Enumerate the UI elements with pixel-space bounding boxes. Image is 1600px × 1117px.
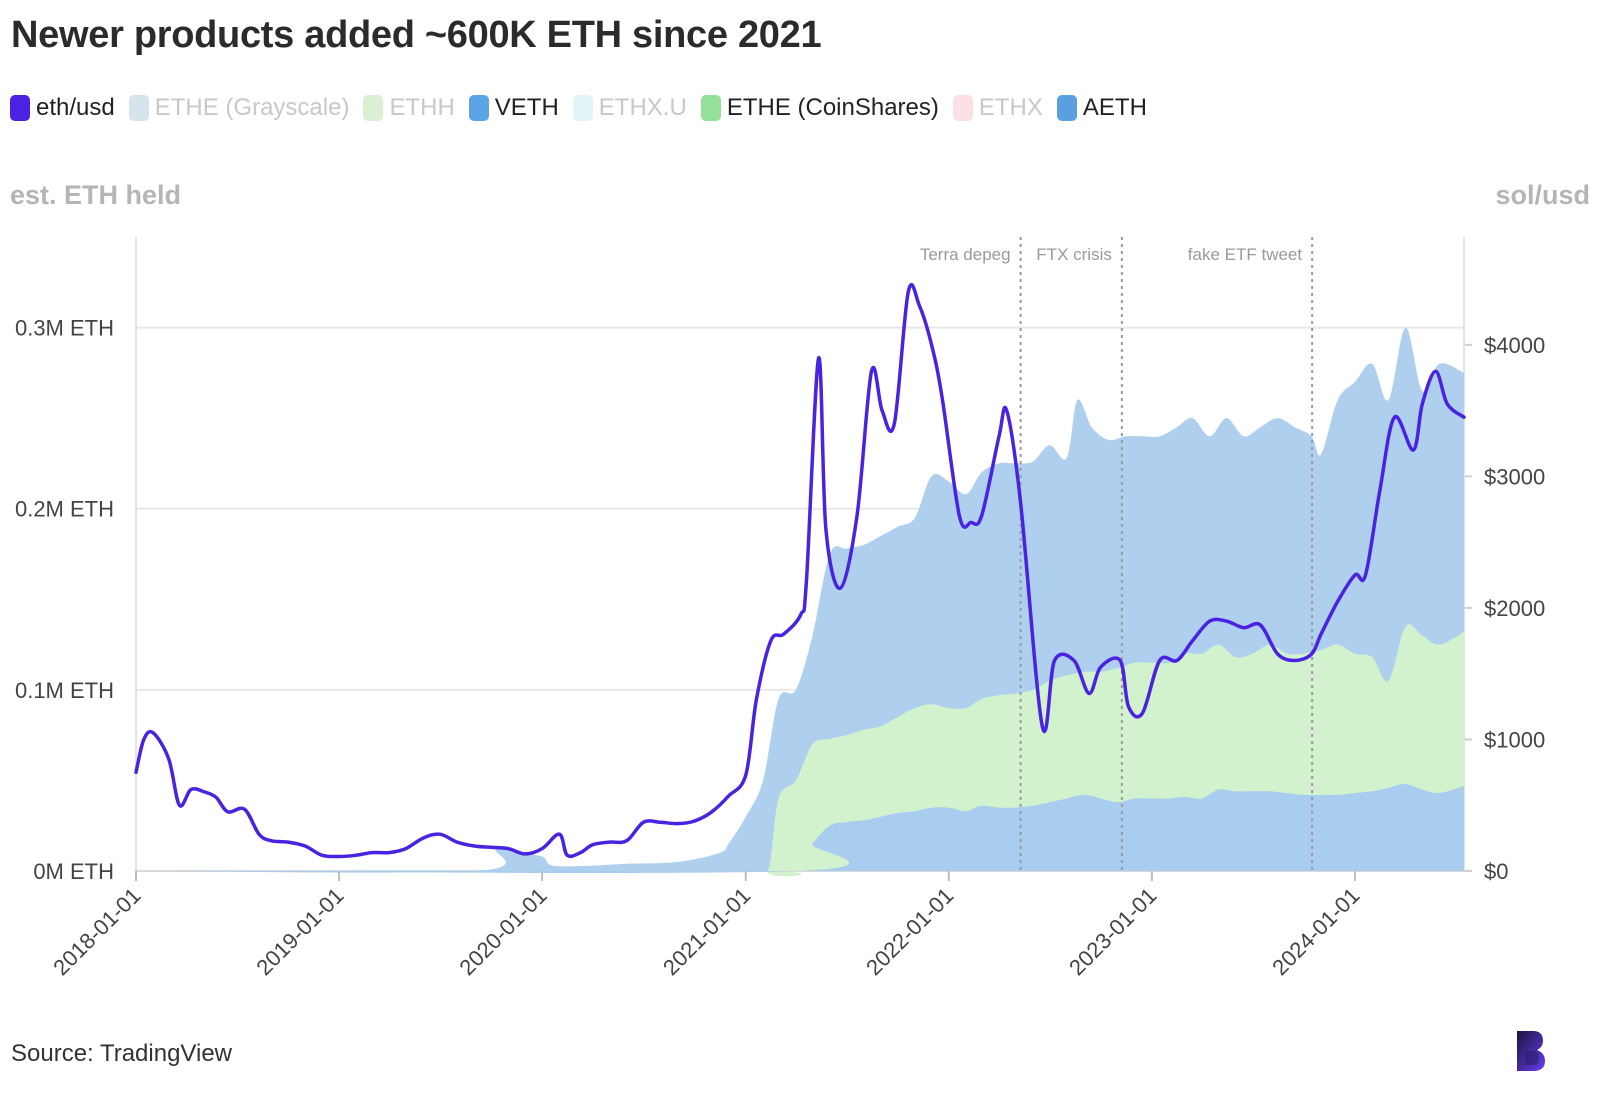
legend-item-aeth[interactable]: AETH [1056, 94, 1147, 122]
x-tick-label: 2021-01-01 [658, 883, 755, 980]
legend-label: ETHH [389, 94, 455, 121]
annotation-label: FTX crisis [1036, 245, 1112, 264]
x-tick-label: 2018-01-01 [48, 883, 145, 980]
y-tick-label-right: $3000 [1484, 464, 1545, 489]
source-note: Source: TradingView [11, 1040, 233, 1067]
y-tick-label-left: 0.2M ETH [15, 497, 114, 522]
y-tick-label-left: 0.1M ETH [15, 678, 114, 703]
y-tick-label-left: 0M ETH [33, 859, 114, 884]
brand-logo-icon [1517, 1031, 1545, 1071]
legend-label: AETH [1082, 94, 1147, 121]
legend-swatch [128, 95, 149, 121]
x-tick-label: 2023-01-01 [1064, 883, 1161, 980]
right-axis-title: sol/usd [1495, 180, 1590, 210]
left-axis-title: est. ETH held [10, 180, 182, 210]
legend-item-veth[interactable]: VETH [468, 94, 559, 122]
annotation-label: Terra depeg [920, 245, 1011, 264]
legend-swatch [10, 95, 30, 121]
legend-item-eth-usd[interactable]: eth/usd [10, 94, 115, 122]
legend-item-ethe-coinshares[interactable]: ETHE (CoinShares) [700, 94, 939, 122]
area-veth [136, 784, 1464, 873]
y-tick-label-left: 0.3M ETH [15, 316, 114, 341]
legend-label: ETHE (CoinShares) [726, 94, 939, 121]
legend-item-ethx[interactable]: ETHX [952, 94, 1043, 122]
legend-label: eth/usd [36, 94, 115, 121]
x-tick-label: 2019-01-01 [251, 883, 348, 980]
x-tick-label: 2022-01-01 [861, 883, 958, 980]
legend-swatch [952, 95, 973, 121]
legend-item-ethe-grayscale[interactable]: ETHE (Grayscale) [128, 94, 350, 122]
legend-swatch [1056, 95, 1077, 121]
annotation-label: fake ETF tweet [1188, 245, 1303, 264]
legend-swatch [363, 95, 384, 121]
legend: eth/usd ETHE (Grayscale) ETHH VETH ETHX.… [10, 94, 1161, 122]
y-tick-label-right: $2000 [1484, 596, 1545, 621]
legend-label: ETHX [978, 94, 1043, 121]
legend-item-ethh[interactable]: ETHH [363, 94, 455, 122]
legend-label: VETH [494, 94, 559, 121]
line-eth-usd [134, 282, 1466, 859]
x-tick-label: 2020-01-01 [454, 883, 551, 980]
chart-title: Newer products added ~600K ETH since 202… [11, 14, 822, 56]
y-tick-label-right: $4000 [1484, 333, 1545, 358]
x-tick-label: 2024-01-01 [1267, 883, 1364, 980]
y-tick-label-right: $1000 [1484, 727, 1545, 752]
y-tick-label-right: $0 [1484, 859, 1508, 884]
legend-swatch [468, 95, 489, 121]
legend-label: ETHE (Grayscale) [154, 94, 350, 121]
legend-item-ethx-u[interactable]: ETHX.U [572, 94, 687, 122]
legend-swatch [700, 95, 721, 121]
chart-plot: 0M ETH 0.1M ETH 0.2M ETH 0.3M ETH $0 $1000 $20… [15, 237, 1545, 980]
legend-swatch [572, 95, 593, 121]
legend-label: ETHX.U [598, 94, 687, 121]
